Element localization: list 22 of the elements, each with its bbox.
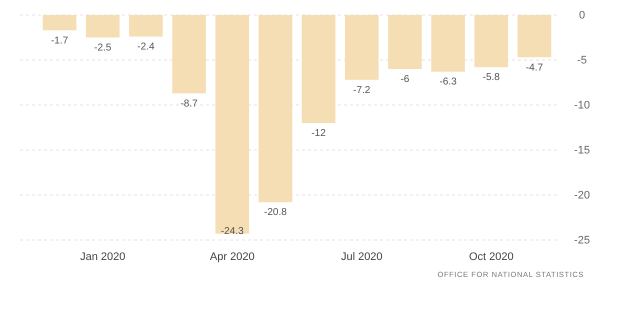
data-label: -12 xyxy=(311,128,326,139)
data-label: -5.8 xyxy=(482,72,500,84)
data-label: -24.3 xyxy=(220,226,244,237)
y-tick-label: -5 xyxy=(577,54,587,67)
y-tick-label: -10 xyxy=(574,100,590,112)
data-label: -7.2 xyxy=(353,84,371,96)
x-tick-label: Apr 2020 xyxy=(210,250,255,263)
x-tick-label: Jan 2020 xyxy=(80,250,126,263)
y-tick-label: -25 xyxy=(574,234,590,247)
data-label: -4.7 xyxy=(526,62,544,74)
data-label: -2.4 xyxy=(137,42,155,53)
data-label: -20.8 xyxy=(264,207,288,218)
data-label: -1.7 xyxy=(50,35,69,46)
y-tick-label: 0 xyxy=(578,10,586,22)
data-label: -8.7 xyxy=(180,98,198,110)
y-tick-label: -15 xyxy=(574,144,590,157)
data-label: -6 xyxy=(400,74,410,85)
y-tick-label: -20 xyxy=(574,190,590,202)
x-tick-label: Jul 2020 xyxy=(340,250,383,263)
x-tick-label: Oct 2020 xyxy=(468,250,514,263)
data-label: -6.3 xyxy=(439,76,458,88)
data-label: -2.5 xyxy=(94,42,112,54)
